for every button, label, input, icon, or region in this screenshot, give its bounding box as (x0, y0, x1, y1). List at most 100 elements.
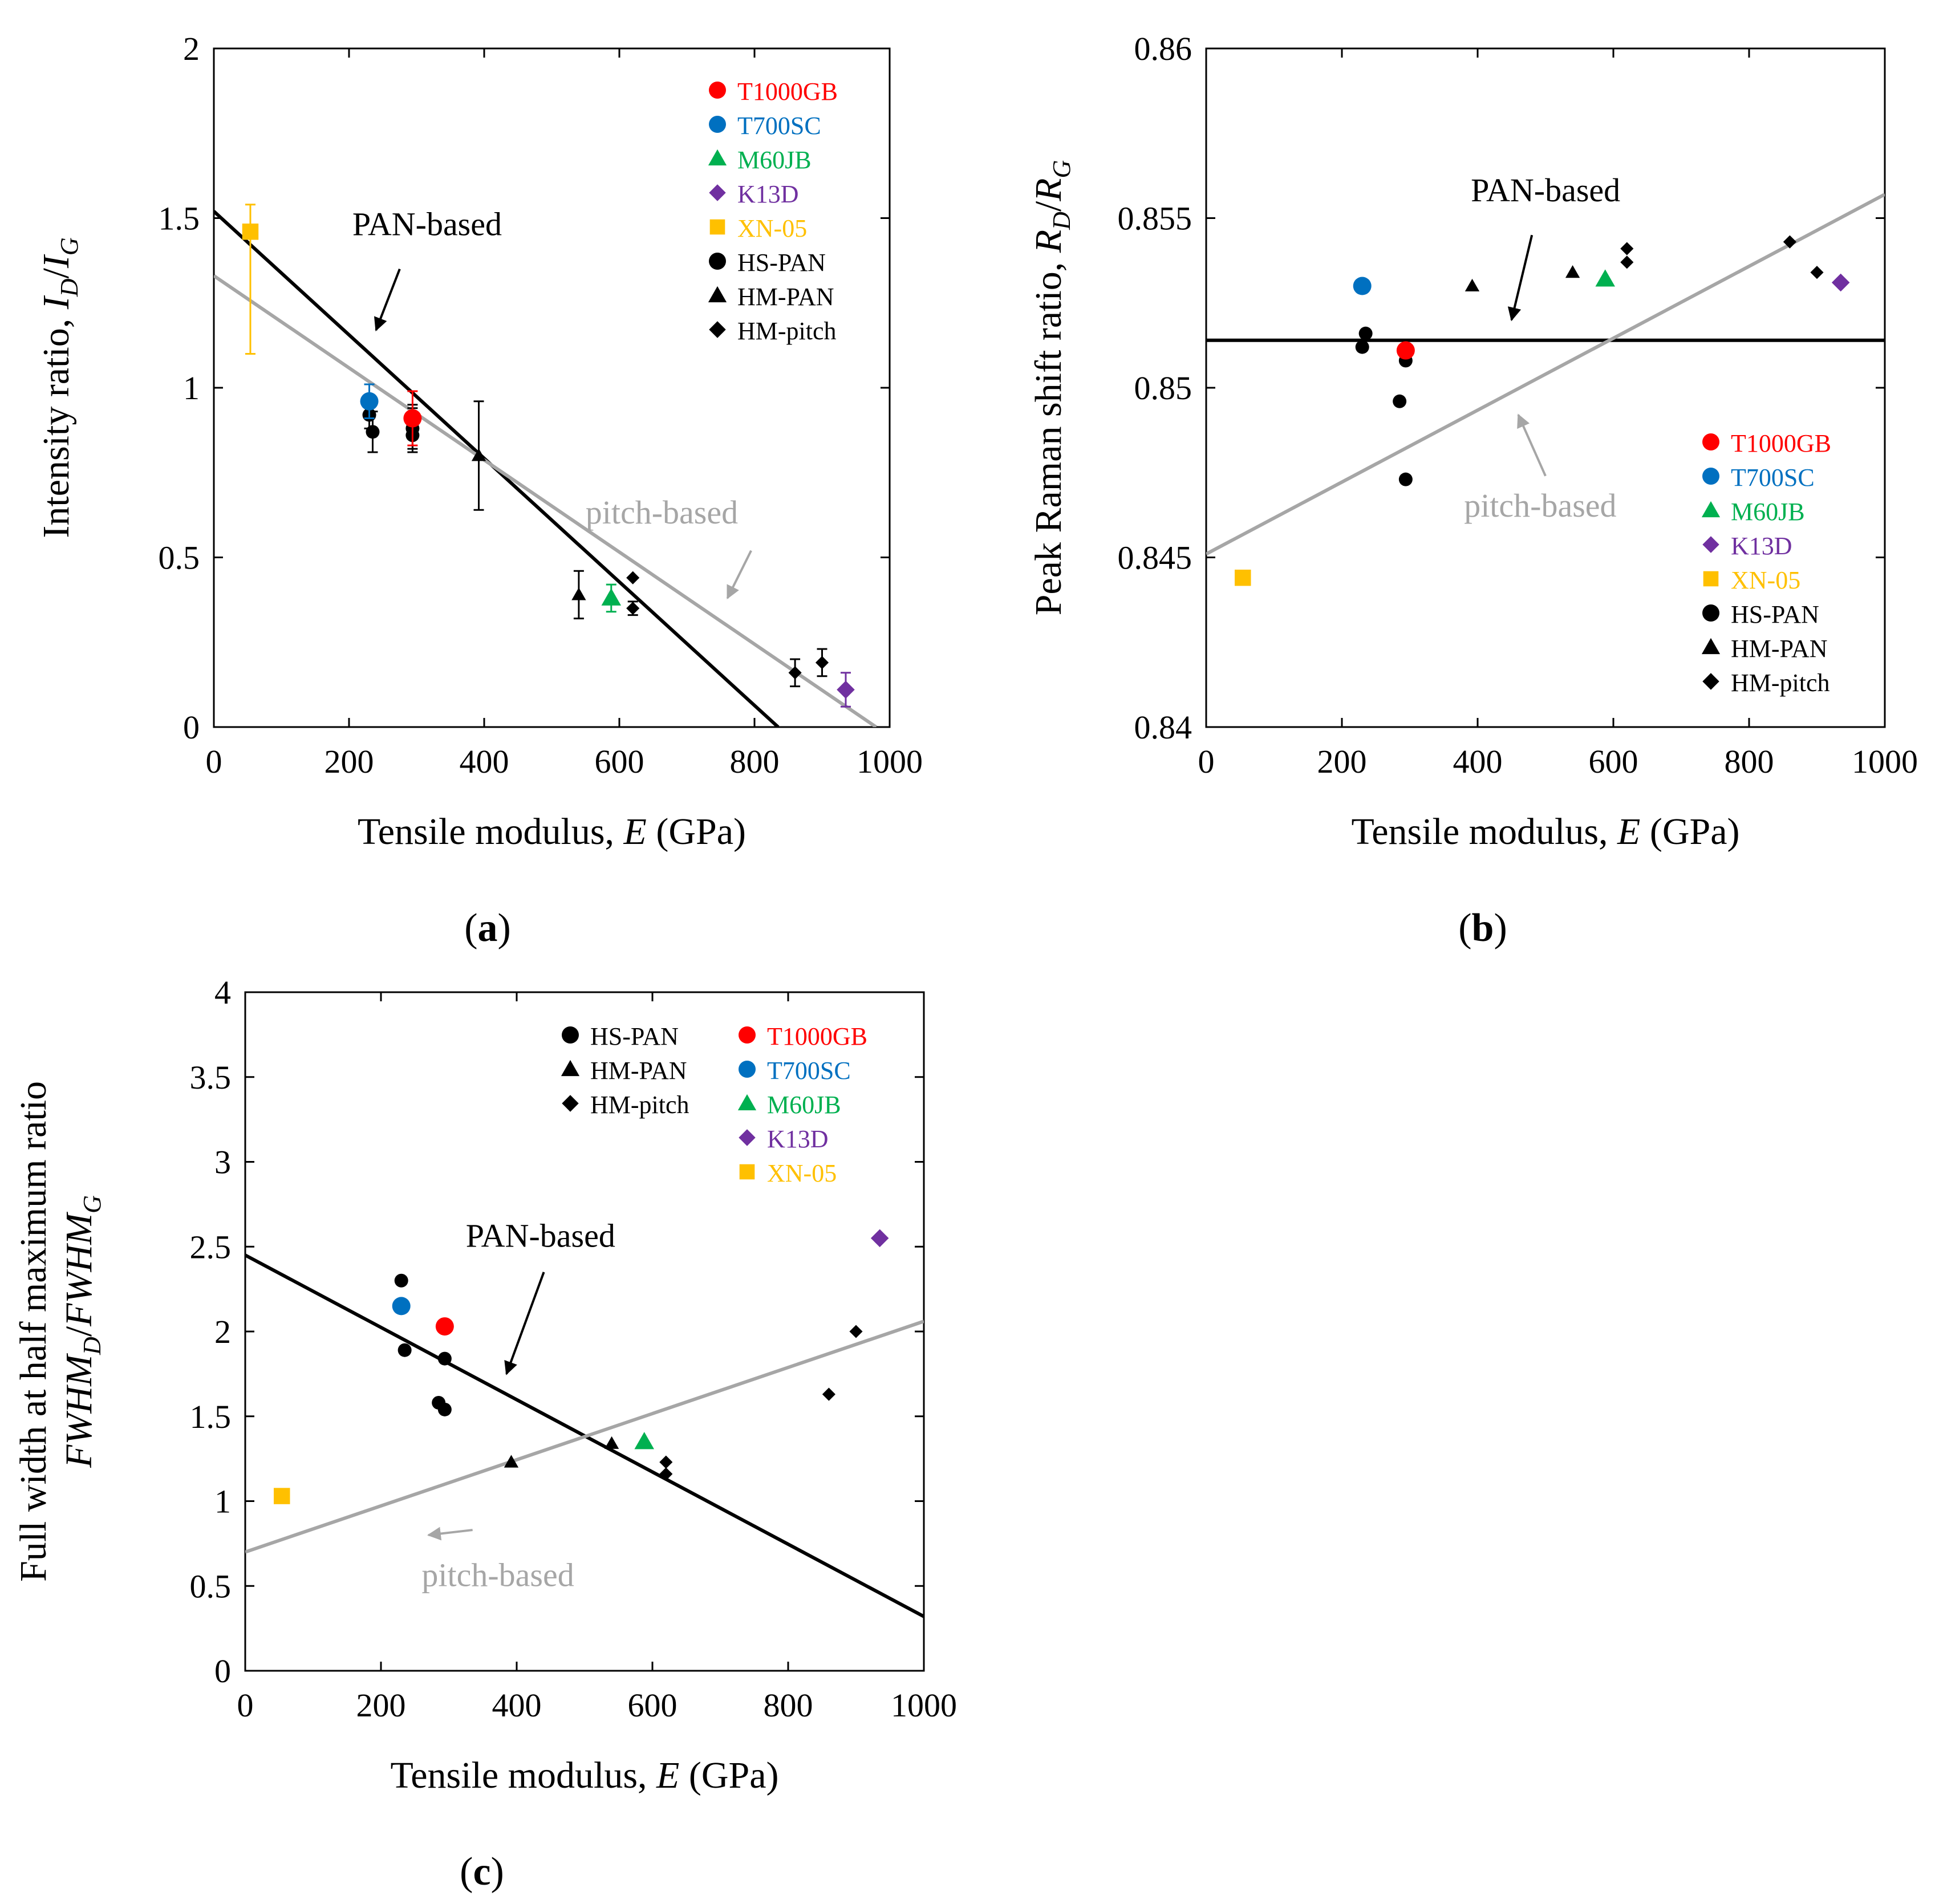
data-point-m60jb (601, 588, 622, 606)
legend-item-hs-pan-label: HS-PAN (590, 1022, 679, 1050)
data-point-hm-pitch (626, 571, 640, 584)
legend-item-t1000gb-marker (739, 1026, 756, 1044)
panel-label: (a) (464, 906, 511, 950)
data-point-hm-pitch (1620, 242, 1634, 255)
y-tick-label: 2 (214, 1313, 231, 1350)
legend-item-xn-05-marker (709, 219, 725, 235)
legend-item-m60jb-marker (737, 1094, 757, 1111)
legend-item-hm-pan-marker (1701, 638, 1721, 655)
pitch-based-fit-line (214, 274, 877, 727)
legend-item-t1000gb-marker (709, 82, 726, 99)
pan-based-arrow (1507, 234, 1534, 322)
y-tick-label: 0.5 (159, 539, 200, 577)
pitch-based-arrow (1517, 413, 1547, 477)
data-point-hm-pitch (659, 1455, 673, 1469)
y-axis-label: Intensity ratio, ID/IG (35, 237, 83, 538)
legend-item-k13d-label: K13D (767, 1125, 829, 1153)
x-tick-label: 400 (492, 1687, 542, 1724)
legend-item-t700sc-marker (739, 1061, 756, 1078)
data-point-k13d (837, 680, 855, 699)
data-point-hm-pan (1465, 278, 1480, 291)
x-tick-label: 200 (356, 1687, 406, 1724)
data-point-hm-pitch (822, 1387, 835, 1401)
x-tick-label: 400 (1453, 743, 1503, 780)
legend-item-k13d-label: K13D (737, 180, 799, 208)
pan-based-arrow (504, 1272, 545, 1375)
legend-item-hm-pan-label: HM-PAN (1731, 635, 1828, 663)
data-point-xn-05 (242, 224, 259, 240)
x-tick-label: 800 (764, 1687, 813, 1724)
svg-text:FWHMD/FWHMG: FWHMD/FWHMG (58, 1195, 106, 1468)
svg-text:Intensity ratio, ID/IG: Intensity ratio, ID/IG (35, 237, 83, 538)
x-tick-label: 0 (237, 1687, 254, 1724)
x-tick-label: 600 (628, 1687, 678, 1724)
pitch-based-arrow (427, 1527, 473, 1541)
y-axis-label: Full width at half maximum ratio FWHMD/FW… (13, 1081, 106, 1582)
svg-text:Full width at half maximum rat: Full width at half maximum ratio (13, 1081, 54, 1582)
data-point-t1000gb (435, 1317, 454, 1336)
data-point-hm-pitch (815, 656, 829, 669)
data-point-hm-pitch (788, 666, 802, 680)
x-tick-label: 800 (1725, 743, 1774, 780)
data-point-hm-pitch (626, 602, 640, 615)
data-point-hm-pitch (1620, 255, 1634, 269)
pitch-based-fit-line (1206, 193, 1885, 556)
data-point-hm-pitch (849, 1325, 863, 1338)
x-tick-label: 800 (730, 743, 780, 780)
legend-item-m60jb-label: M60JB (1731, 498, 1805, 526)
data-point-hs-pan (1355, 340, 1369, 354)
legend-item-hm-pan-marker (561, 1059, 580, 1077)
x-tick-label: 0 (206, 743, 222, 780)
data-point-hm-pitch (659, 1467, 673, 1481)
legend-item-m60jb-marker (1701, 501, 1721, 518)
y-tick-label: 3 (214, 1144, 231, 1181)
legend-item-m60jb-marker (708, 149, 727, 166)
legend-item-t700sc-label: T700SC (1731, 464, 1815, 492)
data-point-hs-pan (394, 1273, 408, 1288)
y-tick-label: 0.86 (1134, 30, 1192, 67)
legend-item-hm-pan-label: HM-PAN (737, 283, 834, 311)
pitch-based-arrow (726, 550, 752, 600)
data-point-t700sc (360, 392, 379, 411)
legend-item-hm-pitch-label: HM-pitch (590, 1091, 689, 1119)
legend-item-t700sc-label: T700SC (737, 112, 821, 140)
panel-label: (c) (460, 1850, 504, 1894)
legend-item-t1000gb-marker (1702, 433, 1719, 450)
legend-item-k13d-marker (739, 1129, 756, 1146)
data-point-t700sc (392, 1297, 411, 1316)
legend-item-k13d-label: K13D (1731, 532, 1792, 560)
x-tick-label: 400 (460, 743, 509, 780)
y-tick-label: 4 (214, 974, 231, 1011)
data-point-hs-pan (437, 1351, 452, 1366)
data-point-m60jb (634, 1432, 654, 1450)
legend-item-t700sc-marker (709, 116, 726, 133)
legend-item-hm-pan-marker (708, 286, 727, 303)
legend-item-k13d-marker (1702, 536, 1719, 553)
x-axis-label: Tensile modulus, E (GPa) (1352, 811, 1740, 852)
y-tick-label: 1 (183, 370, 200, 407)
legend-item-xn-05-label: XN-05 (1731, 566, 1800, 594)
data-point-hs-pan (1358, 326, 1373, 340)
y-tick-label: 0 (214, 1653, 231, 1690)
y-tick-label: 2.5 (190, 1228, 232, 1265)
legend-item-hm-pitch-marker (1702, 673, 1719, 690)
x-tick-label: 0 (1198, 743, 1215, 780)
x-tick-label: 1000 (857, 743, 923, 780)
data-point-hs-pan (397, 1343, 412, 1357)
legend-item-hs-pan-marker (562, 1026, 579, 1044)
legend-item-hm-pitch-label: HM-pitch (1731, 669, 1830, 697)
legend-item-hs-pan-label: HS-PAN (737, 249, 826, 277)
pitch-based-fit-line (245, 1320, 924, 1554)
data-point-m60jb (1595, 269, 1615, 287)
pitch-based-annotation: pitch-based (1464, 487, 1616, 524)
x-axis-label: Tensile modulus, E (GPa) (391, 1755, 779, 1796)
pitch-based-annotation: pitch-based (586, 494, 738, 531)
legend-item-xn-05-marker (739, 1164, 755, 1180)
legend-item-k13d-marker (709, 184, 726, 201)
panel-c: 0 200 400 600 800 1000 0 0.5 1 1.5 2 2.5 3 3.5 4 Tensil… (13, 974, 957, 1894)
y-tick-label: 0.5 (190, 1568, 232, 1605)
y-tick-label: 0.845 (1118, 539, 1192, 577)
y-tick-label: 0 (183, 709, 200, 746)
y-axis-label: Peak Raman shift ratio, RD/RG (1028, 160, 1076, 616)
